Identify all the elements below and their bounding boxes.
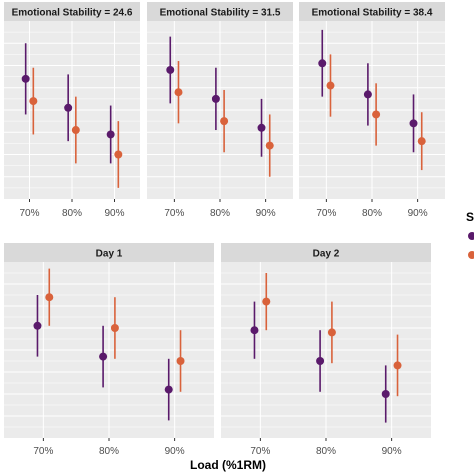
legend-title: S [466, 210, 474, 224]
point-top2-s2 [220, 117, 229, 126]
point-top1-s2 [114, 150, 123, 159]
facet-strip-label-top3: Emotional Stability = 38.4 [312, 8, 433, 19]
point-top2-s1 [257, 123, 266, 132]
x-tick-label-top2: 90% [256, 208, 276, 219]
facet-strip-label-bottom2: Day 2 [313, 249, 340, 260]
x-tick-label-top3: 80% [362, 208, 382, 219]
point-bottom2-s2 [262, 297, 271, 306]
chart-panels [4, 2, 445, 441]
point-top1-s1 [21, 74, 30, 83]
point-bottom2-s2 [327, 328, 336, 337]
x-tick-label-bottom2: 80% [316, 446, 336, 457]
x-tick-label-top3: 70% [316, 208, 336, 219]
chart-text: Emotional Stability = 24.6 70% 80% 90% Emoti… [12, 8, 433, 458]
x-tick-label-bottom2: 90% [382, 446, 402, 457]
facet-strip-top2 [147, 2, 293, 21]
facet-strip-label-top2: Emotional Stability = 31.5 [160, 8, 281, 19]
point-top3-s1 [363, 90, 372, 99]
facet-strip-top3 [299, 2, 445, 21]
point-bottom1-s2 [45, 293, 54, 302]
point-top3-s1 [409, 119, 418, 128]
legend-fragment: S [466, 210, 474, 259]
facet-strip-top1 [4, 2, 140, 21]
point-top1-s2 [71, 126, 80, 135]
facet-strip-bottom2 [221, 243, 431, 262]
point-bottom1-s2 [110, 324, 119, 332]
point-top1-s1 [106, 130, 115, 139]
point-top2-s2 [174, 88, 183, 97]
facet-strip-label-bottom1: Day 1 [96, 249, 123, 260]
point-bottom2-s1 [250, 326, 259, 335]
facet-strip-bottom1 [4, 243, 214, 262]
point-bottom1-s1 [33, 321, 42, 330]
point-top1-s2 [29, 97, 38, 106]
x-tick-label-bottom1: 80% [99, 446, 119, 457]
point-top2-s1 [211, 94, 220, 103]
x-tick-label-bottom2: 70% [250, 446, 270, 457]
point-bottom1-s1 [164, 385, 173, 394]
point-top3-s1 [318, 59, 327, 68]
x-axis-title: Load (%1RM) [190, 458, 266, 472]
point-bottom2-s1 [381, 390, 390, 398]
point-top3-s2 [372, 110, 381, 119]
point-top3-s2 [417, 137, 426, 146]
x-tick-label-bottom1: 90% [165, 446, 185, 457]
chart-marks [21, 29, 426, 423]
point-bottom2-s2 [393, 361, 402, 370]
x-tick-label-top1: 90% [104, 208, 124, 219]
x-tick-label-top3: 90% [408, 208, 428, 219]
x-tick-label-top1: 70% [19, 208, 39, 219]
point-top1-s1 [64, 103, 73, 112]
legend-key-series-2 [468, 251, 474, 259]
x-tick-label-top2: 70% [164, 208, 184, 219]
point-top3-s2 [326, 81, 335, 90]
legend-key-series-1 [468, 232, 474, 240]
facet-strip-label-top1: Emotional Stability = 24.6 [12, 8, 133, 19]
x-tick-label-bottom1: 70% [33, 446, 53, 457]
point-bottom1-s2 [176, 357, 185, 365]
point-top2-s2 [265, 141, 274, 150]
point-top2-s1 [166, 65, 175, 74]
x-tick-label-top1: 80% [62, 208, 82, 219]
point-bottom1-s1 [99, 352, 108, 361]
x-tick-label-top2: 80% [210, 208, 230, 219]
point-bottom2-s1 [316, 357, 325, 365]
